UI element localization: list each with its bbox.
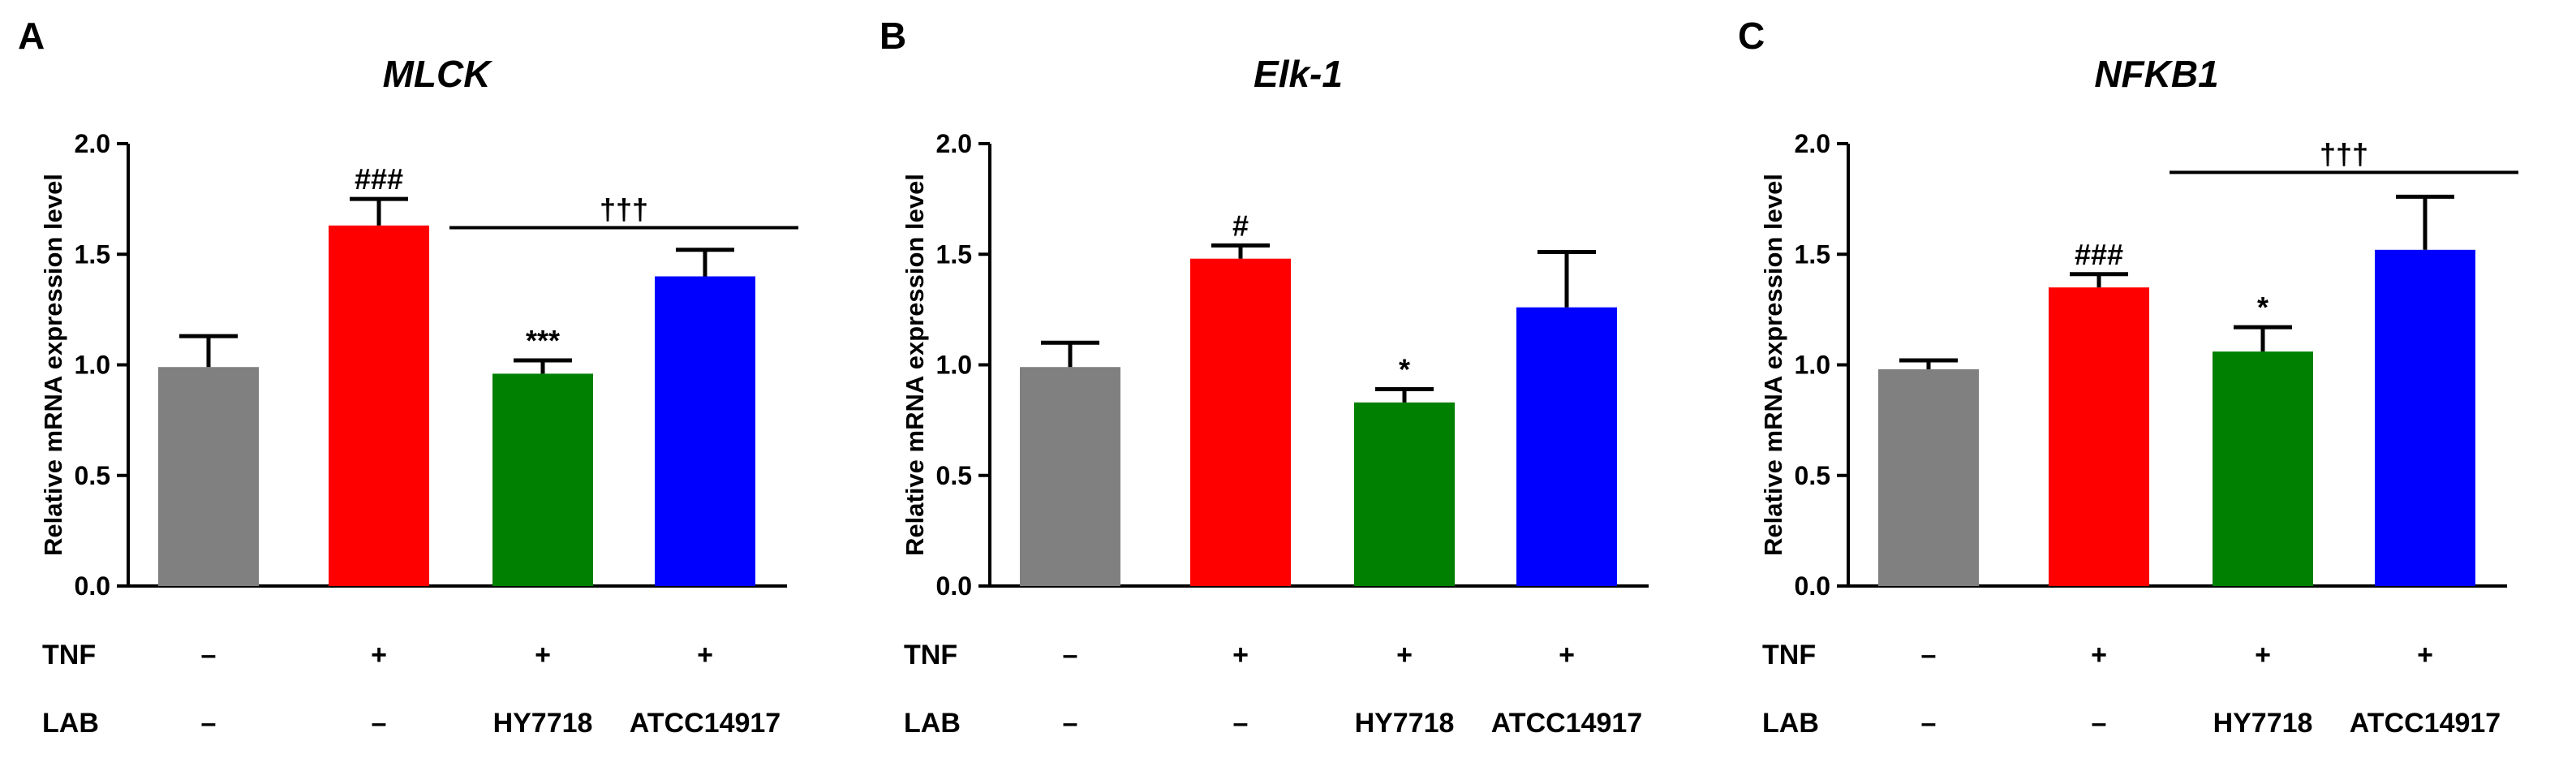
condition-value: –	[1063, 640, 1078, 670]
y-tick-label: 2.0	[75, 129, 110, 158]
y-tick-label: 1.0	[936, 351, 972, 380]
condition-value: –	[201, 708, 217, 739]
significance-marker: *	[2257, 291, 2269, 324]
condition-value: +	[371, 640, 387, 670]
y-axis-label: Relative mRNA expression level	[1759, 174, 1787, 556]
y-tick-label: 0.5	[1795, 461, 1830, 490]
significance-marker: ###	[2075, 238, 2123, 271]
chart-panel-c: C NFKB1 Relative mRNA expression level 0.0 0…	[1738, 15, 2518, 739]
significance-marker: ***	[526, 324, 560, 357]
y-tick-label: 0.0	[75, 571, 110, 601]
condition-value: –	[1233, 708, 1249, 739]
condition-value: –	[372, 708, 387, 739]
bar-1	[1878, 368, 1979, 586]
y-tick-label: 0.0	[1795, 571, 1830, 601]
row-label-tnf: TNF	[42, 640, 96, 670]
significance-marker: ###	[355, 162, 403, 196]
bar-3	[1354, 402, 1455, 586]
y-tick-label: 1.5	[1795, 239, 1830, 269]
y-tick-label: 1.5	[936, 239, 972, 269]
bracket-marker: †††	[600, 193, 648, 226]
panel-letter: A	[18, 15, 45, 57]
condition-value: +	[2091, 640, 2107, 670]
panel-letter: C	[1738, 15, 1765, 57]
significance-marker: #	[1232, 209, 1249, 242]
row-label-tnf: TNF	[1762, 640, 1816, 670]
y-tick-label: 2.0	[1795, 129, 1830, 158]
row-label-lab: LAB	[1762, 708, 1819, 739]
condition-value: –	[2092, 708, 2107, 739]
chart-title: MLCK	[383, 53, 493, 95]
condition-value: –	[1921, 640, 1937, 670]
y-axis-label: Relative mRNA expression level	[901, 174, 929, 556]
condition-value: +	[2255, 640, 2271, 670]
condition-value: ATCC14917	[630, 708, 781, 739]
condition-value: +	[2417, 640, 2433, 670]
y-axis-label: Relative mRNA expression level	[39, 174, 67, 556]
bar-2	[1190, 258, 1291, 586]
condition-value: –	[201, 640, 217, 670]
condition-value: ATCC14917	[2350, 708, 2501, 739]
bar-4	[1516, 307, 1617, 586]
y-tick-label: 0.0	[936, 571, 972, 601]
panel-letter: B	[879, 15, 906, 57]
chart-panel-a: A MLCK Relative mRNA expression level 0.0 0.…	[18, 15, 798, 739]
condition-value: ATCC14917	[1491, 708, 1642, 739]
condition-value: HY7718	[493, 708, 593, 739]
bar-4	[2375, 249, 2475, 586]
row-label-tnf: TNF	[904, 640, 957, 670]
significance-marker: *	[1399, 352, 1410, 386]
condition-value: +	[1396, 640, 1413, 670]
row-label-lab: LAB	[904, 708, 961, 739]
bar-1	[158, 367, 259, 586]
bar-3	[2213, 351, 2313, 586]
bar-4	[655, 276, 755, 586]
chart-title: Elk-1	[1254, 53, 1343, 95]
bar-3	[492, 373, 593, 586]
y-tick-label: 1.5	[75, 239, 110, 269]
bracket-marker: †††	[2320, 137, 2368, 170]
condition-value: +	[1559, 640, 1575, 670]
y-tick-label: 2.0	[936, 129, 972, 158]
condition-value: +	[1232, 640, 1249, 670]
y-tick-label: 1.0	[75, 351, 110, 380]
chart-title: NFKB1	[2094, 53, 2218, 95]
y-tick-label: 0.5	[936, 461, 972, 490]
condition-value: –	[1063, 708, 1078, 739]
bar-1	[1020, 367, 1120, 586]
condition-value: +	[697, 640, 713, 670]
row-label-lab: LAB	[42, 708, 99, 739]
bar-2	[329, 225, 429, 586]
condition-value: HY7718	[2213, 708, 2313, 739]
condition-value: –	[1921, 708, 1937, 739]
condition-value: +	[535, 640, 551, 670]
bar-2	[2049, 287, 2149, 586]
y-tick-label: 0.5	[75, 461, 110, 490]
y-tick-label: 1.0	[1795, 351, 1830, 380]
condition-value: HY7718	[1355, 708, 1455, 739]
